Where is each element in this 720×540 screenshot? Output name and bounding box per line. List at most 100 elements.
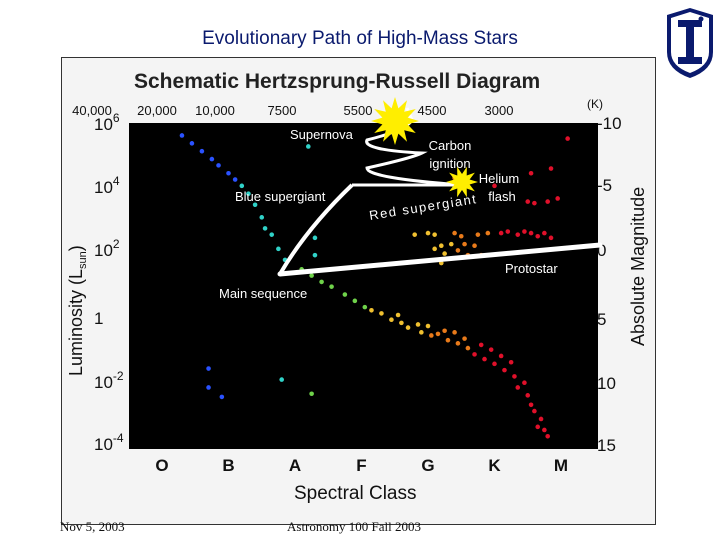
temperature-unit: (K) bbox=[587, 97, 603, 111]
main-sequence-track bbox=[278, 183, 354, 276]
star-point-B bbox=[312, 252, 318, 258]
star-point-M bbox=[548, 166, 554, 171]
temperature-tick: 10,000 bbox=[195, 103, 235, 118]
star-point-M bbox=[488, 347, 494, 352]
star-point-G bbox=[475, 232, 481, 237]
star-point-F bbox=[399, 320, 404, 326]
star-point-M bbox=[528, 230, 534, 236]
temperature-axis: 40,000 20,000 10,000 7500 5500 4500 3000 (K) bbox=[72, 97, 603, 118]
star-point-G bbox=[458, 233, 464, 239]
magnitude-tick: -5 bbox=[597, 176, 612, 195]
star-point-A bbox=[329, 284, 334, 289]
y-axis-label: Luminosity (Lsun) bbox=[66, 245, 89, 376]
y-axis-right-label: Absolute Magnitude bbox=[628, 187, 648, 346]
magnitude-tick: 10 bbox=[597, 374, 616, 393]
star-point-M bbox=[545, 199, 550, 204]
star-point-G bbox=[485, 230, 491, 236]
star-point-O bbox=[199, 148, 205, 154]
star-point-F bbox=[442, 251, 447, 256]
star-point-F bbox=[379, 311, 384, 316]
annotation-main-sequence: Main sequence bbox=[219, 286, 307, 301]
magnitude-tick: -10 bbox=[597, 114, 622, 133]
star-point-M bbox=[472, 352, 477, 357]
star-point-G bbox=[455, 248, 461, 253]
star-point-B bbox=[239, 183, 245, 189]
helium-flash-burst-icon bbox=[446, 166, 478, 198]
star-point-M bbox=[498, 353, 504, 359]
star-point-M bbox=[522, 380, 527, 386]
star-point-F bbox=[419, 330, 424, 335]
star-point-G bbox=[452, 230, 457, 236]
star-point-M bbox=[548, 235, 554, 241]
star-point-M bbox=[528, 170, 534, 176]
spectral-class-tick: G bbox=[421, 456, 434, 475]
magnitude-tick: 0 bbox=[597, 241, 606, 260]
luminosity-tick: 1 bbox=[94, 309, 103, 328]
star-point-O bbox=[206, 366, 211, 371]
evolution-path bbox=[277, 97, 603, 277]
annotation-supernova: Supernova bbox=[290, 127, 354, 142]
star-point-F bbox=[439, 243, 444, 248]
star-point-A bbox=[319, 279, 324, 285]
star-point-M bbox=[525, 393, 531, 398]
star-point-B bbox=[246, 191, 251, 197]
star-point-F bbox=[432, 246, 437, 252]
star-point-F bbox=[425, 230, 431, 236]
hr-diagram: Schematic Hertzsprung-Russell Diagram 40… bbox=[66, 70, 648, 504]
star-point-F bbox=[448, 241, 454, 247]
star-point-B bbox=[279, 377, 284, 382]
temperature-tick: 7500 bbox=[268, 103, 297, 118]
star-point-O bbox=[189, 141, 195, 146]
star-point-B bbox=[276, 246, 281, 252]
star-point-M bbox=[502, 367, 507, 373]
star-point-G bbox=[452, 330, 457, 335]
luminosity-tick: 106 bbox=[94, 111, 120, 134]
star-point-M bbox=[532, 200, 537, 206]
star-point-A bbox=[309, 391, 314, 397]
temperature-tick: 20,000 bbox=[137, 103, 177, 118]
star-point-M bbox=[505, 229, 511, 234]
luminosity-tick: 10-4 bbox=[94, 431, 124, 454]
chart-frame: Schematic Hertzsprung-Russell Diagram 40… bbox=[61, 57, 656, 525]
star-point-F bbox=[415, 322, 421, 327]
star-point-F bbox=[412, 232, 418, 237]
star-point-O bbox=[206, 385, 211, 390]
luminosity-tick: 10-2 bbox=[94, 369, 124, 392]
star-point-F bbox=[369, 307, 374, 313]
temperature-tick: 3000 bbox=[485, 103, 514, 118]
star-point-A bbox=[342, 292, 348, 297]
star-point-M bbox=[482, 356, 487, 362]
star-point-O bbox=[216, 163, 221, 168]
spectral-class-tick: M bbox=[554, 456, 568, 475]
annotation-helium-flash: Helium flash bbox=[479, 171, 519, 204]
star-point-M bbox=[512, 374, 517, 379]
footer-course: Astronomy 100 Fall 2003 bbox=[287, 519, 421, 534]
magnitude-tick: 15 bbox=[597, 436, 616, 455]
star-point-M bbox=[515, 232, 521, 237]
protostar-track bbox=[277, 242, 603, 277]
star-point-M bbox=[542, 230, 547, 236]
star-point-G bbox=[462, 336, 467, 341]
star-point-O bbox=[209, 156, 215, 162]
star-point-B bbox=[259, 215, 265, 220]
star-point-M bbox=[528, 402, 534, 408]
star-point-M bbox=[545, 433, 550, 439]
star-point-G bbox=[455, 341, 461, 346]
spectral-class-tick: K bbox=[488, 456, 501, 475]
magnitude-axis: -10 -5 0 5 10 15 bbox=[597, 114, 622, 455]
star-point-M bbox=[492, 361, 497, 367]
star-point-F bbox=[395, 312, 401, 318]
star-point-M bbox=[565, 136, 570, 141]
spectral-class-tick: O bbox=[155, 456, 168, 475]
annotation-blue-supergiant: Blue supergiant bbox=[235, 189, 326, 204]
temperature-tick: 4500 bbox=[418, 103, 447, 118]
star-point-B bbox=[252, 202, 258, 208]
luminosity-axis: 106 104 102 1 10-2 10-4 bbox=[94, 111, 124, 454]
spectral-class-tick: A bbox=[289, 456, 301, 475]
star-point-M bbox=[555, 196, 560, 201]
star-point-G bbox=[472, 243, 477, 248]
footer-date: Nov 5, 2003 bbox=[60, 519, 125, 534]
star-point-O bbox=[232, 177, 238, 182]
star-point-F bbox=[432, 232, 437, 237]
